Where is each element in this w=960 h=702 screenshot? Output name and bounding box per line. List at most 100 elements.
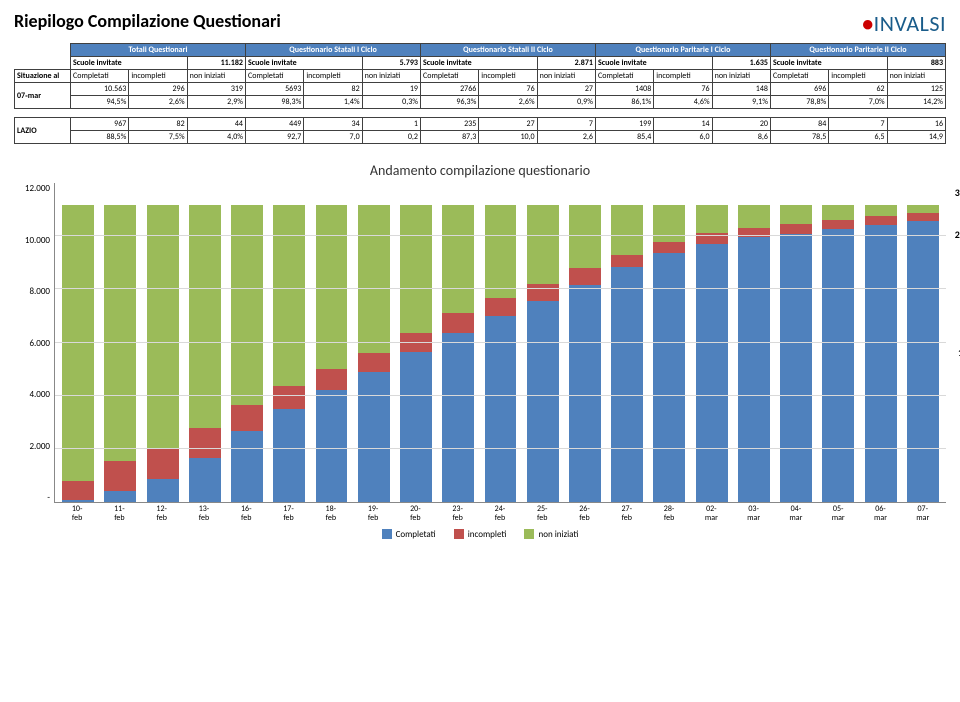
y-tick: 4.000 <box>14 389 50 400</box>
status-cell: non iniziati <box>887 70 945 83</box>
table-cell: 235 <box>420 118 478 131</box>
table-cell: 62 <box>829 83 887 96</box>
x-tick: 20-feb <box>399 505 431 523</box>
y-tick: - <box>14 492 50 503</box>
scuole-3-n: 1.635 <box>712 57 770 70</box>
x-tick: 17-feb <box>273 505 305 523</box>
scuole-2: Scuole invitate <box>420 57 537 70</box>
table-cell: 2,9% <box>187 96 245 109</box>
bar <box>400 205 432 502</box>
x-tick: 13-feb <box>188 505 220 523</box>
table-cell: 20 <box>712 118 770 131</box>
table-cell: 6,5 <box>829 131 887 144</box>
group-3: Questionario Paritarie I Ciclo <box>595 44 770 57</box>
table-cell: 34 <box>304 118 362 131</box>
table-cell: 4,0% <box>187 131 245 144</box>
swatch-non-iniziati <box>524 529 534 539</box>
summary-table: Totali Questionari Questionario Statali … <box>14 43 946 109</box>
bar <box>104 205 136 502</box>
chart-title: Andamento compilazione questionario <box>14 162 946 179</box>
table-cell: 92,7 <box>245 131 303 144</box>
y-tick: 8.000 <box>14 286 50 297</box>
status-cell: Completati <box>770 70 828 83</box>
scuole-4-n: 883 <box>887 57 945 70</box>
x-tick: 18-feb <box>315 505 347 523</box>
table-cell: 76 <box>479 83 537 96</box>
scuole-2-n: 2.871 <box>537 57 595 70</box>
table-cell: 16 <box>887 118 945 131</box>
table-cell: 19 <box>362 83 420 96</box>
table-cell: 87,3 <box>420 131 478 144</box>
table-cell: 7 <box>829 118 887 131</box>
group-4: Questionario Paritarie II Ciclo <box>770 44 945 57</box>
table-cell: 2,6 <box>537 131 595 144</box>
table-cell: 88,5% <box>71 131 129 144</box>
bar <box>780 205 812 502</box>
x-tick: 11-feb <box>103 505 135 523</box>
x-tick: 24-feb <box>484 505 516 523</box>
status-cell: incompleti <box>829 70 887 83</box>
table-cell: 78,8% <box>770 96 828 109</box>
scuole-1-n: 5.793 <box>362 57 420 70</box>
bar <box>653 205 685 502</box>
x-tick: 05-mar <box>822 505 854 523</box>
legend-non-iniziati: non iniziati <box>524 529 578 540</box>
x-tick: 23-feb <box>442 505 474 523</box>
x-tick: 26-feb <box>569 505 601 523</box>
table-cell: 14,9 <box>887 131 945 144</box>
table-cell: 44 <box>187 118 245 131</box>
status-cell: Completati <box>71 70 129 83</box>
status-cell: Completati <box>595 70 653 83</box>
x-tick: 10-feb <box>61 505 93 523</box>
table-cell: 2,6% <box>129 96 187 109</box>
bar <box>442 205 474 502</box>
group-1: Questionario Statali I Ciclo <box>245 44 420 57</box>
scuole-4: Scuole invitate <box>770 57 887 70</box>
status-cell: incompleti <box>654 70 712 83</box>
table-cell: 319 <box>187 83 245 96</box>
table-cell: 0,9% <box>537 96 595 109</box>
bar <box>189 205 221 502</box>
table-cell: 96,3% <box>420 96 478 109</box>
status-cell: incompleti <box>304 70 362 83</box>
lazio-counts-row: LAZIO 9678244449341235277199142084716 <box>15 118 946 131</box>
status-cell: non iniziati <box>187 70 245 83</box>
table-cell: 6,0 <box>654 131 712 144</box>
bar <box>569 205 601 502</box>
x-tick: 27-feb <box>611 505 643 523</box>
table-cell: 86,1% <box>595 96 653 109</box>
x-tick: 02-mar <box>695 505 727 523</box>
bar <box>822 205 854 502</box>
table-cell: 449 <box>245 118 303 131</box>
legend-incompleti-label: incompleti <box>468 529 507 540</box>
status-cell: Completati <box>420 70 478 83</box>
bar <box>358 205 390 502</box>
status-labels-row: Situazione al Completatiincompletinon in… <box>15 70 946 83</box>
situazione-label: Situazione al <box>15 70 71 83</box>
x-tick: 04-mar <box>780 505 812 523</box>
bar <box>316 205 348 502</box>
bar <box>527 205 559 502</box>
x-tick: 16-feb <box>230 505 262 523</box>
table-cell: 7,5% <box>129 131 187 144</box>
chart-plot: 31929610.563 <box>54 183 946 503</box>
chart-annotation: 296 <box>955 228 960 241</box>
y-tick: 6.000 <box>14 338 50 349</box>
table-cell: 2766 <box>420 83 478 96</box>
scuole-row: Scuole invitate11.182 Scuole invitate5.7… <box>15 57 946 70</box>
table-cell: 84 <box>770 118 828 131</box>
chart-legend: Completati incompleti non iniziati <box>14 529 946 543</box>
lazio-pct-row: 88,5%7,5%4,0%92,77,00,287,310,02,685,46,… <box>15 131 946 144</box>
bars-container <box>55 183 946 502</box>
table-cell: 7 <box>537 118 595 131</box>
x-tick: 25-feb <box>526 505 558 523</box>
status-cell: non iniziati <box>712 70 770 83</box>
table-cell: 94,5% <box>71 96 129 109</box>
table-cell: 148 <box>712 83 770 96</box>
status-cell: non iniziati <box>537 70 595 83</box>
table-cell: 82 <box>129 118 187 131</box>
table-cell: 7,0% <box>829 96 887 109</box>
table-cell: 7,0 <box>304 131 362 144</box>
logo: •INVALSI <box>862 10 946 37</box>
table-cell: 76 <box>654 83 712 96</box>
